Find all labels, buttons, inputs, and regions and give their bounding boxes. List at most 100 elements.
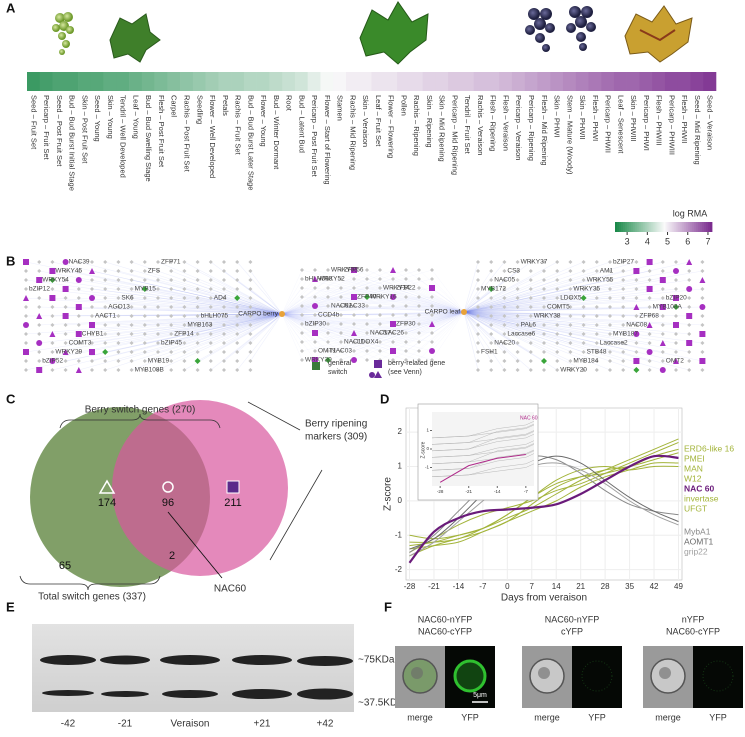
- edge: [463, 306, 597, 313]
- node: [430, 331, 434, 335]
- edge: [463, 311, 479, 335]
- node: [621, 350, 626, 354]
- edge: [353, 269, 465, 313]
- tissue-label: Stamen: [336, 95, 345, 121]
- node: [182, 368, 187, 372]
- edge: [418, 305, 465, 313]
- edge: [392, 311, 465, 361]
- edge: [431, 311, 465, 343]
- node: [568, 260, 573, 264]
- inset-y-label: Z-score: [420, 441, 426, 458]
- node: [555, 350, 560, 354]
- node: [515, 314, 520, 318]
- series-label: W12: [684, 473, 702, 483]
- node: [182, 305, 187, 309]
- node: [352, 286, 356, 290]
- legend-label: (see Venn): [388, 369, 422, 376]
- edge: [314, 311, 465, 325]
- edge: [65, 288, 283, 315]
- node-square: [75, 331, 82, 337]
- node: [647, 305, 652, 309]
- edge: [78, 313, 283, 353]
- node: [182, 341, 187, 345]
- node: [555, 305, 560, 309]
- node: [116, 296, 121, 300]
- heat-cell: [167, 72, 181, 91]
- edge: [281, 287, 303, 315]
- node: [235, 350, 240, 354]
- edge: [281, 313, 342, 325]
- inset-context-line: [431, 430, 535, 452]
- node-square: [646, 259, 653, 265]
- edge: [281, 313, 433, 343]
- node: [674, 350, 678, 354]
- node: [24, 278, 28, 282]
- edge: [281, 313, 303, 343]
- node: [542, 350, 546, 354]
- node: [352, 322, 356, 326]
- edge: [463, 311, 584, 335]
- node: [235, 332, 240, 336]
- node: [37, 287, 42, 291]
- node: [156, 341, 160, 345]
- node: [300, 340, 304, 344]
- node: [300, 313, 304, 317]
- node: [489, 332, 494, 336]
- edge: [353, 305, 465, 313]
- node: [476, 341, 480, 345]
- tissue-label: Leaf – Fruit Set: [374, 95, 383, 147]
- edge: [78, 279, 283, 315]
- node: [476, 359, 480, 363]
- node: [555, 260, 560, 264]
- node: [182, 350, 187, 354]
- node: [37, 332, 42, 336]
- edge: [237, 313, 283, 335]
- node-circle: [646, 349, 653, 355]
- edge: [353, 287, 465, 313]
- lane-labels: -42 -21 Veraison +21 +42: [61, 719, 334, 730]
- bracket: [19, 575, 161, 591]
- x-tick-label: 7: [530, 582, 535, 591]
- heat-cell: [409, 72, 423, 91]
- series-line: [409, 455, 679, 553]
- edge: [281, 313, 316, 343]
- edge: [463, 279, 584, 313]
- hub: [279, 311, 285, 317]
- node: [489, 368, 494, 372]
- edge: [281, 269, 329, 315]
- gene-label: WRKY35: [573, 286, 600, 293]
- edge: [327, 305, 465, 313]
- inset-context-line: [431, 459, 535, 477]
- gene-label: WRKY52: [318, 276, 345, 283]
- node-square: [89, 322, 95, 328]
- node-square: [686, 340, 693, 346]
- node-triangle: [75, 367, 82, 373]
- edge: [281, 313, 381, 316]
- node: [700, 323, 705, 327]
- node: [568, 368, 573, 372]
- node: [687, 332, 692, 336]
- heat-cell: [511, 72, 525, 91]
- node: [50, 314, 55, 318]
- edge: [250, 288, 283, 315]
- edge: [281, 313, 394, 352]
- node: [352, 313, 356, 317]
- edge: [131, 313, 283, 335]
- edge: [353, 311, 465, 316]
- node-square: [646, 286, 653, 292]
- node-circle: [49, 358, 56, 364]
- tissue-label: Skin – Ripening: [425, 95, 434, 148]
- edge: [105, 313, 283, 335]
- edge: [281, 313, 394, 334]
- edge: [281, 313, 381, 325]
- western-blot: ~75KDa ~37.5KDa: [32, 624, 403, 712]
- heat-cell: [473, 72, 487, 91]
- node: [378, 349, 382, 353]
- edge: [327, 287, 465, 313]
- node: [156, 269, 160, 273]
- node: [502, 314, 507, 318]
- node-general: [633, 367, 640, 373]
- node: [502, 323, 507, 327]
- node: [417, 313, 421, 317]
